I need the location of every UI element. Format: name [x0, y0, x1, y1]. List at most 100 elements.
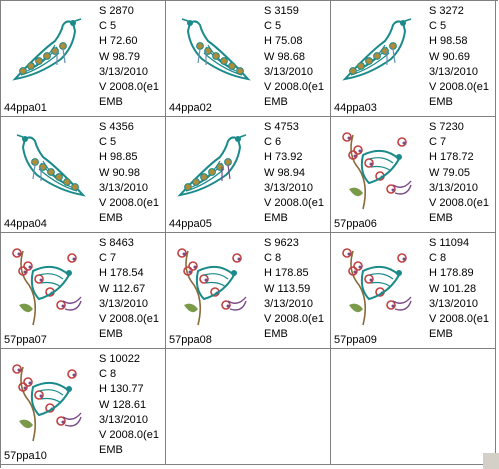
thumbnail-item[interactable]: S 3159 C 5 H 75.08 W 98.68 3/13/2010 V 2008.0… [166, 1, 331, 117]
stitch-count: S 10022 [99, 353, 140, 365]
height-value: H 130.77 [99, 383, 144, 396]
height-value: H 72.60 [99, 35, 138, 48]
empty-cell [331, 349, 496, 465]
height-value: H 73.92 [264, 151, 303, 164]
color-count: C 7 [429, 136, 447, 149]
design-stats: S 3159 C 5 H 75.08 W 98.68 3/13/2010 V 2008.0… [264, 4, 324, 110]
peacock-embroidery-icon [3, 9, 95, 97]
width-value: W 98.94 [264, 166, 305, 179]
design-stats: S 9623 C 8 H 178.85 W 113.59 3/13/2010 V 2008… [264, 236, 324, 342]
color-count: C 5 [264, 20, 282, 33]
version-value: V 2008.0(e1 [429, 312, 489, 325]
design-stats: S 3272 C 5 H 98.58 W 90.69 3/13/2010 V 2008.0… [429, 4, 489, 110]
thumbnail-item[interactable]: S 3272 C 5 H 98.58 W 90.69 3/13/2010 V 2008.0… [331, 1, 496, 117]
color-count: C 8 [264, 252, 282, 265]
peacock-floral-embroidery-icon [333, 125, 425, 213]
height-value: H 98.58 [429, 35, 468, 48]
file-name: 44ppa02 [169, 102, 212, 114]
file-name: 44ppa03 [334, 102, 377, 114]
format-label: EMB [429, 328, 453, 341]
peacock-floral-embroidery-icon [3, 241, 95, 329]
height-value: H 178.85 [264, 267, 309, 280]
stitch-count: S 4356 [99, 121, 134, 133]
height-value: H 98.85 [99, 151, 138, 164]
width-value: W 98.68 [264, 50, 305, 63]
thumbnail-item[interactable]: S 2870 C 5 H 72.60 W 98.79 3/13/2010 V 2008.0… [1, 1, 166, 117]
peacock-floral-embroidery-icon [168, 241, 260, 329]
stitch-count: S 2870 [99, 5, 134, 17]
stitch-count: S 4753 [264, 121, 299, 133]
file-name: 57ppa06 [334, 218, 377, 230]
peacock-embroidery-icon [333, 9, 425, 97]
file-name: 57ppa08 [169, 334, 212, 346]
design-stats: S 10022 C 8 H 130.77 W 128.61 3/13/2010 V 200… [99, 352, 159, 458]
width-value: W 98.79 [99, 50, 140, 63]
date-value: 3/13/2010 [99, 413, 148, 426]
thumbnail-item[interactable]: S 11094 C 8 H 178.89 W 101.28 3/13/2010 V 200… [331, 233, 496, 349]
height-value: H 75.08 [264, 35, 303, 48]
format-label: EMB [429, 212, 453, 225]
date-value: 3/13/2010 [429, 181, 478, 194]
file-name: 44ppa05 [169, 218, 212, 230]
stitch-count: S 8463 [99, 237, 134, 249]
stitch-count: S 3159 [264, 5, 299, 17]
color-count: C 5 [99, 136, 117, 149]
file-name: 57ppa09 [334, 334, 377, 346]
peacock-floral-embroidery-icon [3, 357, 95, 445]
version-value: V 2008.0(e1 [429, 196, 489, 209]
design-stats: S 4356 C 5 H 98.85 W 90.98 3/13/2010 V 2008.0… [99, 120, 159, 226]
version-value: V 2008.0(e1 [99, 196, 159, 209]
width-value: W 113.59 [264, 282, 311, 295]
date-value: 3/13/2010 [99, 297, 148, 310]
file-name: 44ppa01 [4, 102, 47, 114]
width-value: W 128.61 [99, 398, 147, 411]
thumbnail-item[interactable]: S 10022 C 8 H 130.77 W 128.61 3/13/2010 V 200… [1, 349, 166, 465]
design-stats: S 2870 C 5 H 72.60 W 98.79 3/13/2010 V 2008.0… [99, 4, 159, 110]
color-count: C 5 [99, 20, 117, 33]
thumbnail-item[interactable]: S 9623 C 8 H 178.85 W 113.59 3/13/2010 V 2008… [166, 233, 331, 349]
thumbnail-item[interactable]: S 4356 C 5 H 98.85 W 90.98 3/13/2010 V 2008.0… [1, 117, 166, 233]
design-stats: S 4753 C 6 H 73.92 W 98.94 3/13/2010 V 2008.0… [264, 120, 324, 226]
design-stats: S 11094 C 8 H 178.89 W 101.28 3/13/2010 V 200… [429, 236, 489, 342]
peacock-embroidery-icon [168, 9, 260, 97]
date-value: 3/13/2010 [264, 65, 313, 78]
stitch-count: S 9623 [264, 237, 299, 249]
stitch-count: S 7230 [429, 121, 464, 133]
version-value: V 2008.0(e1 [264, 196, 324, 209]
thumbnail-item[interactable]: S 7230 C 7 H 178.72 W 79.05 3/13/2010 V 2008.… [331, 117, 496, 233]
peacock-embroidery-icon [168, 125, 260, 213]
format-label: EMB [264, 212, 288, 225]
peacock-embroidery-icon [3, 125, 95, 213]
peacock-floral-embroidery-icon [333, 241, 425, 329]
version-value: V 2008.0(e1 [264, 312, 324, 325]
color-count: C 7 [99, 252, 117, 265]
file-name: 57ppa07 [4, 334, 47, 346]
color-count: C 6 [264, 136, 282, 149]
width-value: W 112.67 [99, 282, 146, 295]
version-value: V 2008.0(e1 [264, 80, 324, 93]
height-value: H 178.54 [99, 267, 144, 280]
date-value: 3/13/2010 [264, 181, 313, 194]
width-value: W 90.98 [99, 166, 140, 179]
version-value: V 2008.0(e1 [99, 428, 159, 441]
thumbnail-item[interactable]: S 8463 C 7 H 178.54 W 112.67 3/13/2010 V 2008… [1, 233, 166, 349]
width-value: W 101.28 [429, 282, 477, 295]
date-value: 3/13/2010 [429, 297, 478, 310]
date-value: 3/13/2010 [99, 181, 148, 194]
color-count: C 8 [429, 252, 447, 265]
design-stats: S 8463 C 7 H 178.54 W 112.67 3/13/2010 V 2008… [99, 236, 159, 342]
empty-cell [166, 349, 331, 465]
color-count: C 8 [99, 368, 117, 381]
scrollbar-corner [483, 453, 499, 469]
thumbnail-item[interactable]: S 4753 C 6 H 73.92 W 98.94 3/13/2010 V 2008.0… [166, 117, 331, 233]
format-label: EMB [99, 96, 123, 109]
format-label: EMB [264, 96, 288, 109]
format-label: EMB [429, 96, 453, 109]
color-count: C 5 [429, 20, 447, 33]
format-label: EMB [99, 328, 123, 341]
width-value: W 79.05 [429, 166, 470, 179]
height-value: H 178.72 [429, 151, 474, 164]
version-value: V 2008.0(e1 [429, 80, 489, 93]
